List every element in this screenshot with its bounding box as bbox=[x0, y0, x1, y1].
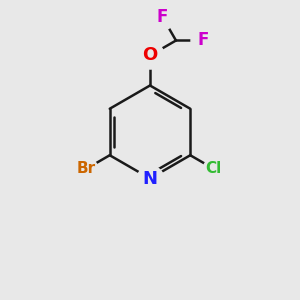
Text: Br: Br bbox=[77, 161, 96, 176]
Text: F: F bbox=[157, 8, 168, 26]
Text: N: N bbox=[142, 169, 158, 188]
Text: F: F bbox=[197, 32, 209, 50]
Text: O: O bbox=[142, 46, 158, 64]
Text: Cl: Cl bbox=[206, 161, 222, 176]
